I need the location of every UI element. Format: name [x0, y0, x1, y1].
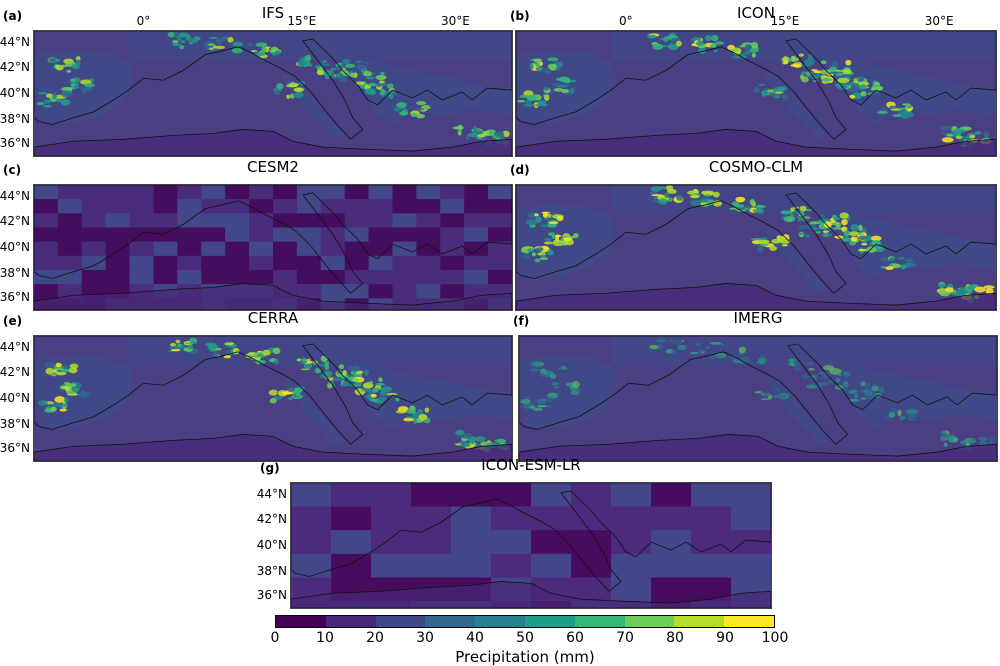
panel-title: ICON	[737, 4, 775, 22]
colorbar-segment	[724, 616, 774, 627]
latitude-tick: 42°N	[0, 365, 30, 380]
coastline	[291, 483, 771, 592]
latitude-tick: 40°N	[0, 85, 30, 100]
latitude-tick: 42°N	[0, 214, 30, 229]
latitude-tick: 36°N	[256, 588, 287, 603]
colorbar-segment	[325, 616, 376, 627]
latitude-tick: 38°N	[256, 564, 287, 579]
colorbar	[275, 615, 775, 628]
latitude-tick: 36°N	[0, 290, 30, 305]
map-panel-icon-esm-lr	[290, 482, 772, 609]
latitude-tick: 42°N	[256, 512, 287, 527]
coastline	[34, 283, 512, 310]
map-panel-cerra	[33, 335, 513, 462]
panel-title: CERRA	[247, 309, 299, 327]
colorbar-segment	[574, 616, 625, 627]
latitude-tick: 42°N	[0, 60, 30, 75]
longitude-tick: 15°E	[770, 14, 800, 28]
latitude-tick: 44°N	[256, 486, 287, 501]
precipitation-map	[516, 31, 996, 156]
colorbar-label: Precipitation (mm)	[455, 648, 595, 666]
colorbar-segment	[624, 616, 675, 627]
precipitation-map	[34, 31, 512, 156]
colorbar-tick: 10	[316, 630, 334, 646]
colorbar-segment	[375, 616, 426, 627]
panel-label: (b)	[510, 9, 530, 23]
latitude-tick: 40°N	[256, 537, 287, 552]
precipitation-map	[291, 483, 771, 608]
coastline	[516, 185, 996, 294]
coastline	[519, 336, 997, 445]
coastline	[516, 283, 996, 310]
map-panel-imerg	[518, 335, 998, 462]
coastline	[34, 31, 512, 140]
coastline	[34, 129, 512, 156]
colorbar-tick: 0	[270, 630, 280, 646]
colorbar-segment	[674, 616, 725, 627]
longitude-tick: 30°E	[924, 14, 954, 28]
colorbar-tick: 90	[716, 630, 734, 646]
colorbar-tick: 70	[616, 630, 634, 646]
panel-title: ICON-ESM-LR	[481, 456, 581, 474]
panel-title: COSMO-CLM	[708, 158, 804, 176]
panel-title: CESM2	[247, 158, 299, 176]
coastline	[291, 581, 771, 608]
colorbar-tick: 30	[416, 630, 434, 646]
panel-label: (d)	[510, 163, 530, 177]
precipitation-map	[34, 185, 512, 310]
colorbar-tick: 100	[761, 630, 789, 646]
latitude-tick: 44°N	[0, 339, 30, 354]
colorbar-tick: 20	[366, 630, 384, 646]
longitude-tick: 0°	[136, 14, 151, 28]
map-panel-ifs	[33, 30, 513, 157]
panel-label: (a)	[3, 9, 23, 23]
coastline	[519, 434, 997, 461]
precipitation-map	[34, 336, 512, 461]
latitude-tick: 40°N	[0, 390, 30, 405]
map-panel-cosmo-clm	[515, 184, 997, 311]
panel-label: (g)	[260, 461, 280, 475]
panel-label: (e)	[3, 314, 23, 328]
coastline	[516, 129, 996, 156]
colorbar-segment	[475, 616, 525, 627]
latitude-tick: 38°N	[0, 112, 30, 127]
colorbar-tick: 50	[516, 630, 534, 646]
longitude-tick: 30°E	[440, 14, 470, 28]
colorbar-tick: 40	[466, 630, 484, 646]
colorbar-tick: 60	[566, 630, 584, 646]
panel-title: IFS	[261, 4, 285, 22]
coastline	[34, 434, 512, 461]
precipitation-map	[519, 336, 997, 461]
longitude-tick: 15°E	[287, 14, 317, 28]
colorbar-segment	[425, 616, 476, 627]
precipitation-map	[516, 185, 996, 310]
colorbar-tick: 80	[666, 630, 684, 646]
colorbar-segment	[524, 616, 575, 627]
latitude-tick: 44°N	[0, 188, 30, 203]
map-panel-cesm2	[33, 184, 513, 311]
latitude-tick: 36°N	[0, 441, 30, 456]
latitude-tick: 44°N	[0, 34, 30, 49]
longitude-tick: 0°	[619, 14, 633, 28]
latitude-tick: 40°N	[0, 239, 30, 254]
coastline	[516, 31, 996, 140]
latitude-tick: 38°N	[0, 417, 30, 432]
map-panel-icon	[515, 30, 997, 157]
latitude-tick: 38°N	[0, 266, 30, 281]
coastline	[34, 185, 512, 294]
coastline	[34, 336, 512, 445]
colorbar-segment	[276, 616, 326, 627]
panel-title: IMERG	[733, 309, 783, 327]
panel-label: (c)	[3, 163, 22, 177]
panel-label: (f)	[513, 314, 530, 328]
latitude-tick: 36°N	[0, 136, 30, 151]
